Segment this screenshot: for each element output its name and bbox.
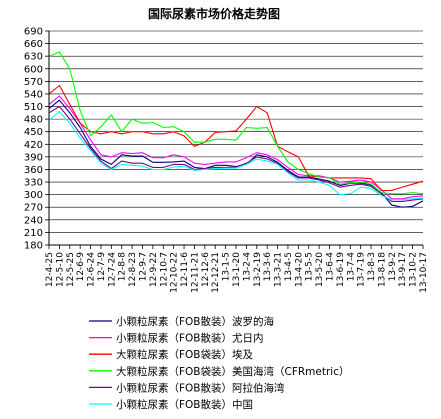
y-tick-label: 420	[24, 140, 43, 151]
y-tick-label: 210	[24, 228, 43, 239]
series-line	[48, 105, 424, 202]
x-tick-label: 13-2-4	[242, 252, 252, 282]
x-tick-label: 12-8-23	[128, 252, 138, 287]
x-tick-label: 12-7-24	[107, 252, 117, 287]
x-tick-label: 13-3-6	[263, 252, 273, 282]
x-tick-label: 13-8-18	[377, 252, 387, 287]
x-tick-label: 12-7-9	[97, 252, 107, 282]
x-tick-label: 12-6-9	[76, 252, 86, 282]
y-tick-label: 690	[24, 27, 43, 38]
legend-label: 大颗粒尿素（FOB袋装）埃及	[116, 348, 254, 361]
chart-title: 国际尿素市场价格走势图	[148, 6, 280, 21]
series-line	[48, 51, 424, 195]
y-tick-label: 360	[24, 165, 43, 176]
legend-label: 小颗粒尿素（FOB散装）尤日内	[116, 332, 264, 345]
x-tick-label: 13-1-20	[232, 252, 242, 287]
x-tick-label: 13-6-19	[336, 252, 346, 287]
legend-label: 小颗粒尿素（FOB散装）阿拉伯海湾	[116, 381, 285, 394]
y-tick-label: 540	[24, 89, 43, 100]
legend-label: 小颗粒尿素（FOB散装）中国	[116, 398, 253, 411]
x-tick-label: 12-10-22	[170, 252, 180, 293]
y-tick-label: 510	[24, 102, 43, 113]
y-tick-label: 480	[24, 115, 43, 126]
y-tick-label: 180	[24, 241, 43, 252]
x-tick-label: 12-6-24	[87, 252, 97, 287]
y-tick-label: 270	[24, 203, 43, 214]
x-tick-label: 12-11-6	[180, 252, 190, 287]
x-tick-label: 13-9-2	[388, 252, 398, 281]
y-tick-label: 600	[24, 64, 43, 75]
x-tick-label: 13-7-4	[346, 252, 356, 282]
series-line	[48, 84, 424, 192]
x-tick-label: 13-5-20	[315, 252, 325, 287]
y-tick-label: 450	[24, 127, 43, 138]
y-tick-label: 300	[24, 190, 43, 201]
x-tick-label: 13-6-4	[326, 252, 336, 282]
x-tick-label: 12-9-7	[139, 252, 149, 281]
x-tick-label: 12-10-7	[159, 252, 169, 287]
x-tick-label: 13-9-17	[398, 252, 408, 287]
y-tick-label: 390	[24, 152, 43, 163]
y-tick-label: 240	[24, 215, 43, 226]
x-tick-label: 12-8-8	[118, 252, 128, 282]
series-line	[48, 95, 424, 200]
y-tick-label: 330	[24, 178, 43, 189]
x-tick-label: 12-11-21	[190, 252, 200, 293]
x-tick-label: 13-7-19	[357, 252, 367, 287]
x-tick-label: 13-2-19	[253, 252, 263, 287]
x-tick-label: 13-8-3	[367, 252, 377, 281]
y-tick-label: 630	[24, 52, 43, 63]
x-tick-label: 13-1-5	[222, 252, 232, 281]
x-tick-label: 12-12-6	[201, 252, 211, 287]
x-tick-label: 13-3-21	[274, 252, 284, 287]
series-line	[48, 111, 424, 201]
x-tick-label: 13-4-5	[284, 252, 294, 281]
x-tick-label: 13-5-5	[305, 252, 315, 281]
x-tick-label: 12-5-10	[55, 252, 65, 287]
y-tick-label: 660	[24, 39, 43, 50]
plot-area	[49, 31, 423, 245]
x-tick-label: 13-10-2	[409, 252, 419, 287]
x-tick-label: 12-4-25	[45, 252, 55, 287]
legend-label: 小颗粒尿素（FOB散装）波罗的海	[116, 315, 275, 328]
legend-label: 大颗粒尿素（FOB袋装）美国海湾（CFRmetric）	[116, 365, 350, 378]
x-tick-label: 12-9-22	[149, 252, 159, 287]
x-tick-label: 13-4-20	[294, 252, 304, 287]
y-tick-label: 570	[24, 77, 43, 88]
x-tick-label: 13-10-17	[419, 252, 429, 293]
x-tick-label: 12-12-21	[211, 252, 221, 293]
x-tick-label: 12-5-25	[66, 252, 76, 287]
